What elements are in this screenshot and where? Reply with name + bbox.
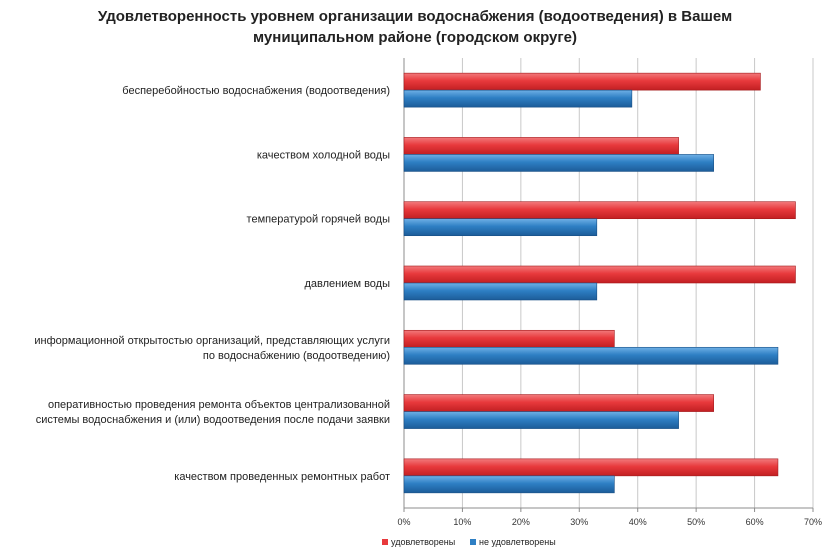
x-tick-label: 60% — [746, 517, 764, 527]
bar-not-satisfied-4 — [403, 346, 779, 365]
x-axis: 0% 10% 20% 30% 40% 50% 60% 70% — [397, 507, 822, 527]
legend-swatch-0 — [382, 539, 388, 545]
bar-not-satisfied-1 — [403, 154, 714, 172]
bar-satisfied-6 — [403, 458, 779, 477]
category-labels: бесперебойностью водоснабжения (водоотве… — [34, 85, 390, 483]
category-label: бесперебойностью водоснабжения (водоотве… — [122, 85, 390, 97]
category-label: оперативностью проведения ремонта объект… — [48, 399, 390, 411]
chart-title-line-1: Удовлетворенность уровнем организации во… — [97, 8, 733, 25]
category-label: давлением воды — [304, 278, 390, 290]
category-label: системы водоснабжения и (или) водоотведе… — [36, 414, 390, 426]
category-label: качеством холодной воды — [257, 149, 390, 161]
x-tick-label: 40% — [629, 517, 647, 527]
category-label: по водоснабжению (водоотведению) — [203, 350, 390, 362]
x-tick-label: 20% — [512, 517, 530, 527]
legend: удовлетворены не удовлетворены — [382, 537, 556, 547]
category-label: качеством проведенных ремонтных работ — [174, 471, 390, 483]
bars — [403, 72, 796, 494]
bar-not-satisfied-6 — [403, 475, 615, 494]
bar-satisfied-0 — [403, 72, 761, 91]
bar-satisfied-4 — [403, 329, 615, 348]
chart-title-line-2: муниципальном районе (городском округе) — [253, 29, 577, 46]
legend-swatch-1 — [470, 539, 476, 545]
x-tick-label: 30% — [570, 517, 588, 527]
x-tick-label: 50% — [687, 517, 705, 527]
category-label: информационной открытостью организаций, … — [34, 335, 390, 347]
x-tick-label: 0% — [397, 517, 410, 527]
bar-not-satisfied-5 — [403, 411, 679, 429]
legend-label-0: удовлетворены — [391, 537, 455, 547]
legend-label-1: не удовлетворены — [479, 537, 556, 547]
chart-title: Удовлетворенность уровнем организации во… — [60, 6, 770, 48]
x-tick-label: 70% — [804, 517, 822, 527]
bar-satisfied-5 — [403, 394, 714, 412]
bar-satisfied-1 — [403, 137, 679, 155]
bar-satisfied-3 — [403, 265, 796, 284]
bar-not-satisfied-2 — [403, 218, 598, 237]
bar-not-satisfied-0 — [403, 89, 633, 108]
x-tick-label: 10% — [453, 517, 471, 527]
category-label: температурой горячей воды — [247, 214, 391, 226]
bar-not-satisfied-3 — [403, 282, 598, 301]
bar-satisfied-2 — [403, 201, 796, 220]
